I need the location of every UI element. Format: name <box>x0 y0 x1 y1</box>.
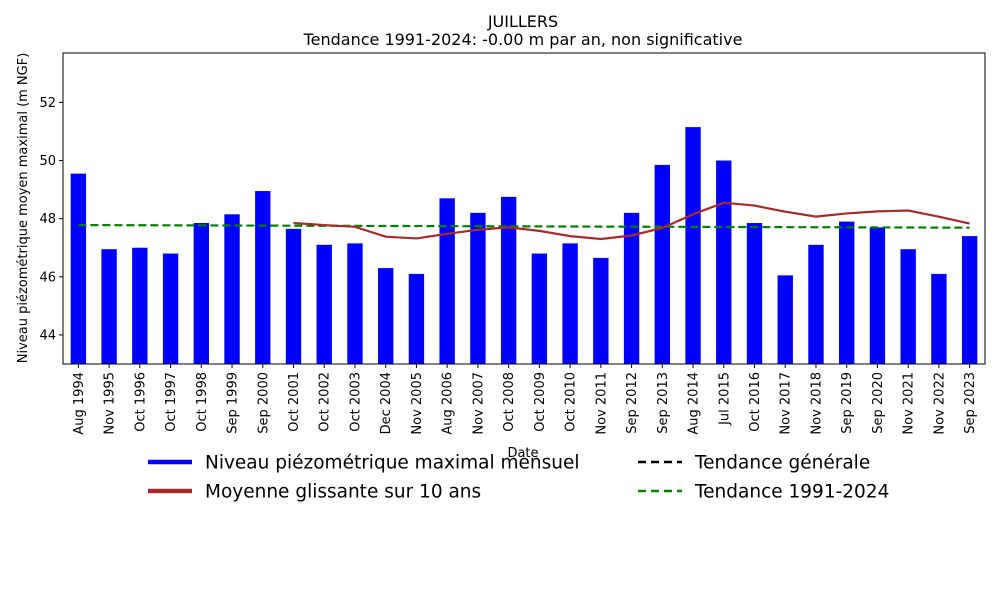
x-tick-label: Sep 2013 <box>656 372 671 434</box>
legend: Niveau piézométrique maximal mensuel Moye… <box>148 453 889 503</box>
bar <box>408 273 425 364</box>
x-tick-label: Sep 1999 <box>226 372 241 434</box>
bar <box>900 249 916 364</box>
x-axis: Aug 1994 Nov 1995 Oct 1996 Oct 1997 Oct 1998… <box>72 364 978 435</box>
bar <box>101 249 117 364</box>
x-tick-label: Oct 2009 <box>533 372 548 432</box>
x-tick-label: Sep 2020 <box>871 372 886 434</box>
legend-label: Moyenne glissante sur 10 ans <box>205 482 481 503</box>
x-tick-label: Sep 2000 <box>256 372 271 434</box>
y-tick-label: 52 <box>39 96 56 111</box>
x-tick-label: Oct 2003 <box>348 372 363 432</box>
legend-label: Tendance générale <box>694 453 870 474</box>
bar <box>162 253 179 364</box>
lines-group <box>78 201 970 241</box>
bar <box>224 214 240 364</box>
bar <box>777 275 793 364</box>
bar <box>500 196 517 364</box>
bar <box>378 268 394 364</box>
x-tick-label: Oct 2016 <box>748 372 763 432</box>
x-tick-label: Jul 2015 <box>717 372 732 426</box>
bar <box>869 227 886 364</box>
x-tick-label: Nov 2011 <box>594 372 609 435</box>
bar <box>654 164 670 364</box>
bar <box>470 212 486 364</box>
x-tick-label: Sep 2023 <box>963 372 978 434</box>
x-tick-label: Nov 2007 <box>471 372 486 435</box>
bar <box>593 257 609 364</box>
y-tick-label: 46 <box>39 270 56 285</box>
moving-average-line <box>293 201 970 241</box>
x-tick-label: Oct 2002 <box>318 372 333 432</box>
bar <box>961 236 978 364</box>
x-tick-label: Nov 2005 <box>410 372 425 435</box>
x-tick-label: Nov 1995 <box>103 372 118 435</box>
x-tick-label: Nov 2021 <box>902 372 917 435</box>
y-tick-label: 50 <box>39 154 56 169</box>
x-tick-label: Aug 2006 <box>441 372 456 435</box>
trend-1991-2024-line <box>78 223 970 229</box>
y-tick-label: 48 <box>39 212 56 227</box>
x-tick-label: Oct 1998 <box>195 372 210 432</box>
x-tick-label: Sep 2012 <box>625 372 640 434</box>
bar <box>716 160 732 364</box>
x-tick-label: Nov 2022 <box>932 372 947 435</box>
bar <box>746 223 763 364</box>
bar <box>285 228 302 364</box>
x-tick-label: Oct 2008 <box>502 372 517 432</box>
x-tick-label: Aug 2014 <box>687 372 702 435</box>
bar <box>132 247 148 364</box>
x-tick-label: Nov 2018 <box>809 372 824 435</box>
legend-label: Tendance 1991-2024 <box>694 482 889 503</box>
plot-frame <box>62 52 986 365</box>
bar <box>685 127 701 365</box>
x-tick-label: Nov 2017 <box>779 372 794 435</box>
x-tick-label: Oct 1997 <box>164 372 179 432</box>
legend-label: Niveau piézométrique maximal mensuel <box>205 453 580 474</box>
x-tick-label: Aug 1994 <box>72 372 87 435</box>
chart-subtitle: Tendance 1991-2024: -0.00 m par an, non … <box>303 30 743 49</box>
bar <box>808 244 824 364</box>
x-axis-label: Date <box>507 446 538 461</box>
bar <box>316 244 332 364</box>
bar <box>193 223 209 364</box>
x-tick-label: Sep 2019 <box>840 372 855 434</box>
bar <box>439 198 455 364</box>
y-tick-label: 44 <box>39 328 56 343</box>
bar <box>70 173 87 364</box>
bar <box>931 273 947 364</box>
bar <box>839 221 855 364</box>
y-axis-label: Niveau piézométrique moyen maximal (m NG… <box>16 53 31 364</box>
bar <box>562 243 578 364</box>
bar <box>623 212 640 364</box>
chart-title: JUILLERS <box>487 12 558 31</box>
bar <box>531 253 548 364</box>
bars-group <box>70 127 978 365</box>
x-tick-label: Oct 2010 <box>564 372 579 432</box>
bar <box>347 243 363 364</box>
x-tick-label: Dec 2004 <box>379 372 394 434</box>
y-axis: 44 46 48 50 52 <box>39 96 63 343</box>
bar <box>255 191 271 364</box>
x-tick-label: Oct 2001 <box>287 372 302 432</box>
x-tick-label: Oct 1996 <box>133 372 148 432</box>
